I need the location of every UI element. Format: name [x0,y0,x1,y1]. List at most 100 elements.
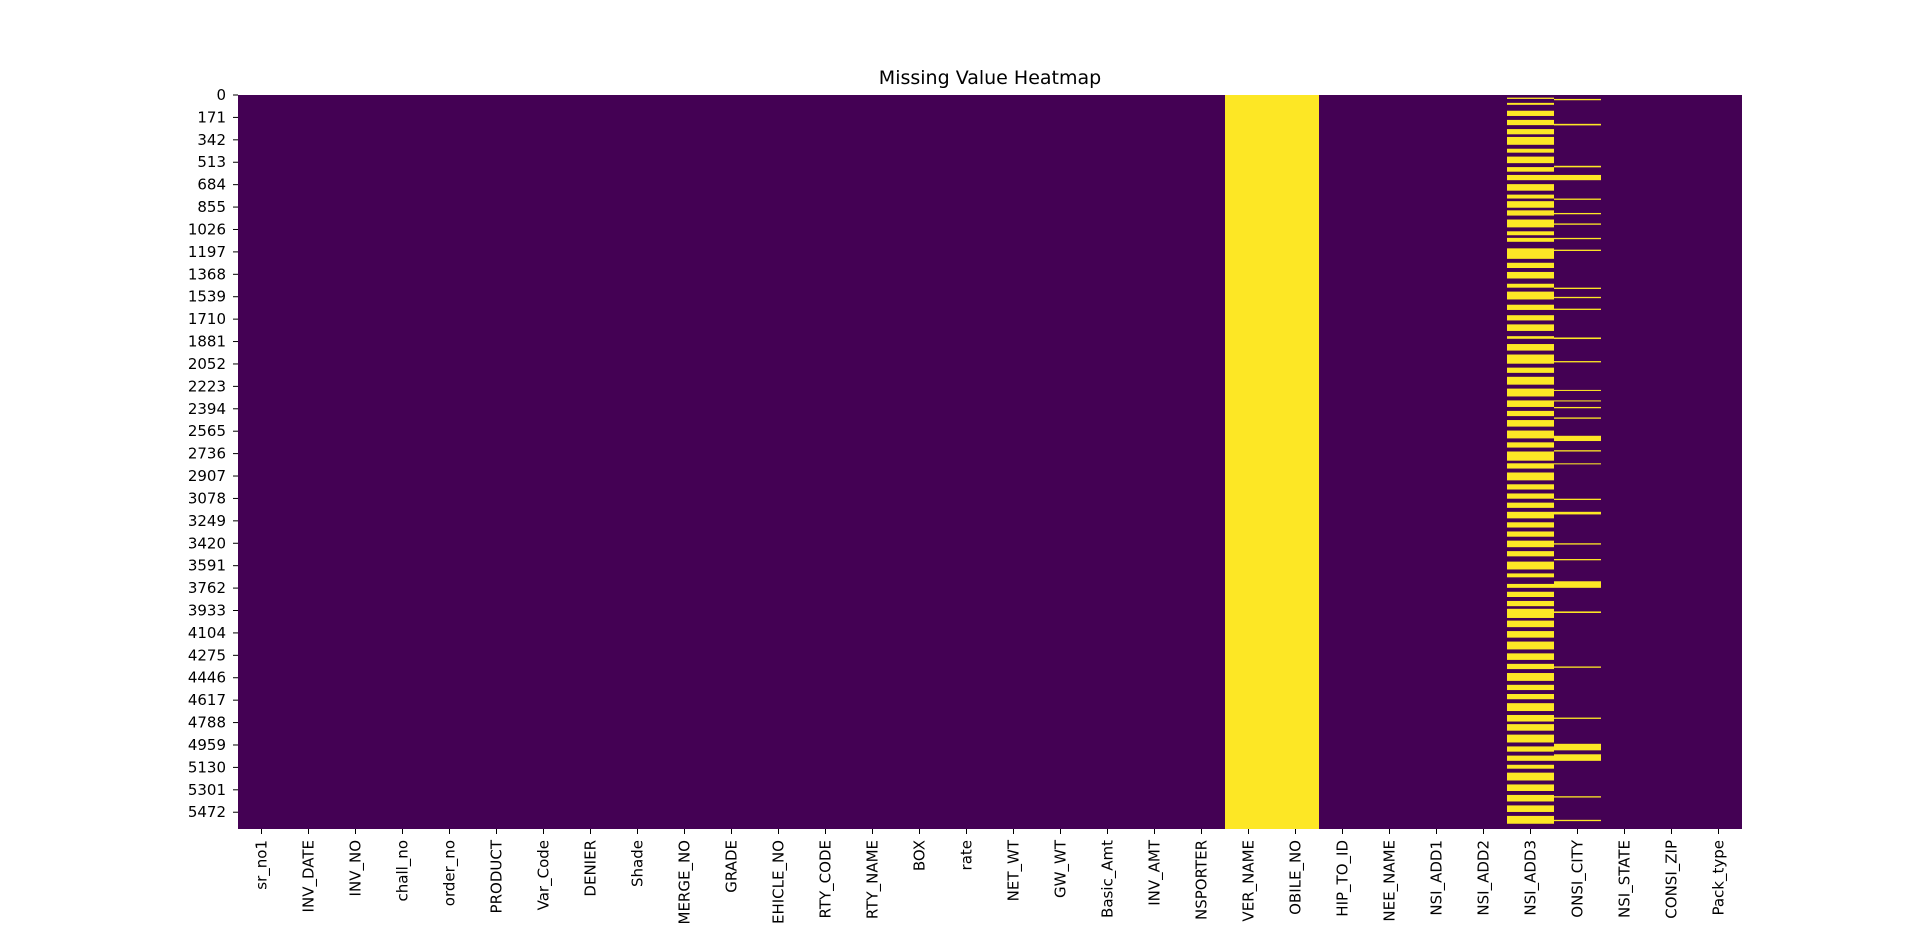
missing-cell [1507,219,1554,228]
missing-cell [1507,805,1554,812]
y-tick-label: 2394 [188,400,226,418]
y-tick-label: 684 [197,176,226,194]
missing-cell [1507,724,1554,731]
x-tick-label: sr_no1 [253,840,272,890]
missing-cell [1507,262,1554,269]
missing-cell [1507,271,1554,279]
missing-cell [1507,502,1554,508]
y-tick-label: 171 [197,108,226,126]
y-tick-label: 855 [197,198,226,216]
missing-cell [1507,641,1554,650]
x-tick-label: NSPORTER [1193,840,1211,920]
missing-cell [1554,435,1601,442]
heatmap-column [1554,98,1601,822]
y-tick-label: 5130 [188,758,226,776]
y-tick-label: 2223 [188,377,226,395]
x-tick-label: RTY_CODE [817,840,836,918]
y-tick-label: 1368 [188,265,226,283]
missing-cell [1507,148,1554,153]
x-tick-label: Var_Code [535,840,554,910]
y-tick-label: 5472 [188,803,226,821]
y-tick-label: 3762 [188,579,226,597]
missing-cell [1507,746,1554,752]
missing-cell [1507,484,1554,490]
y-tick-label: 3420 [188,534,226,552]
missing-cell [1507,451,1554,461]
x-tick-label: RTY_NAME [864,840,883,919]
heatmap-background [238,95,1742,829]
missing-cell [1507,231,1554,236]
missing-cell [1554,406,1601,409]
missing-cell [1554,174,1601,181]
missing-cell [1554,417,1601,419]
missing-cell [1507,248,1554,259]
missing-cell [1507,136,1554,145]
missing-cell [1507,400,1554,407]
y-tick-label: 3078 [188,489,226,507]
chart-title: Missing Value Heatmap [879,67,1101,89]
missing-cell [1507,410,1554,417]
y-tick-label: 3249 [188,512,226,530]
y-tick-label: 4104 [188,624,226,642]
y-tick-label: 0 [216,86,226,104]
missing-cell [1507,167,1554,172]
missing-cell [1507,237,1554,242]
missing-cell [1507,283,1554,288]
missing-cell [1507,442,1554,448]
missing-cell [1507,388,1554,397]
missing-cell [1554,819,1601,822]
x-tick-label: EHICLE_NO [770,840,789,924]
x-tick-label: GW_WT [1052,839,1071,898]
heatmap-column [1225,95,1272,829]
x-tick-label: Pack_type [1710,840,1729,916]
missing-cell [1507,522,1554,528]
missing-cell [1507,573,1554,578]
x-tick-label: OBILE_NO [1287,840,1306,915]
missing-cell [1507,463,1554,469]
x-tick-label: PRODUCT [488,839,506,913]
missing-cell [1554,165,1601,168]
x-tick-label: NET_WT [1005,839,1024,901]
missing-cell [1554,581,1601,588]
y-tick-label: 4617 [188,691,226,709]
missing-cell [1554,666,1601,668]
x-tick-label: ONSI_CITY [1569,839,1588,918]
missing-cell [1507,772,1554,781]
x-tick-label: Shade [629,840,647,887]
y-tick-label: 2052 [188,355,226,373]
missing-cell [1554,389,1601,391]
missing-cell [1554,98,1601,101]
missing-cell [1554,463,1601,465]
missing-cell [1507,367,1554,373]
missing-cell [1507,684,1554,691]
x-tick-label: CONSI_ZIP [1663,840,1682,919]
y-tick-label: 1539 [188,288,226,306]
heatmap-column [1272,95,1319,829]
y-tick-label: 5301 [188,781,226,799]
missing-cell [1554,743,1601,751]
y-tick-label: 1026 [188,220,226,238]
missing-cell [1507,304,1554,310]
missing-cell [1554,754,1601,761]
missing-cell [1507,201,1554,208]
y-tick-label: 513 [197,153,226,171]
missing-cell [1507,376,1554,385]
x-tick-label: INV_AMT [1146,839,1165,906]
y-tick-label: 4275 [188,646,226,664]
missing-cell [1507,194,1554,199]
missing-cell [1507,129,1554,135]
missing-cell [1507,608,1554,618]
missing-cell [1507,324,1554,331]
missing-cell [1507,703,1554,712]
x-tick-label: NSI_ADD3 [1522,840,1541,916]
missing-cell [1507,583,1554,588]
x-axis: sr_no1 INV_DATE INV_NO chall_no order_no PROD… [253,829,1729,924]
missing-cell [1507,102,1554,105]
missing-cell [1507,174,1554,181]
missing-cell [1554,611,1601,613]
x-tick-label: chall_no [394,840,413,901]
missing-cell [1554,249,1601,251]
y-tick-label: 2907 [188,467,226,485]
missing-cell [1507,591,1554,597]
